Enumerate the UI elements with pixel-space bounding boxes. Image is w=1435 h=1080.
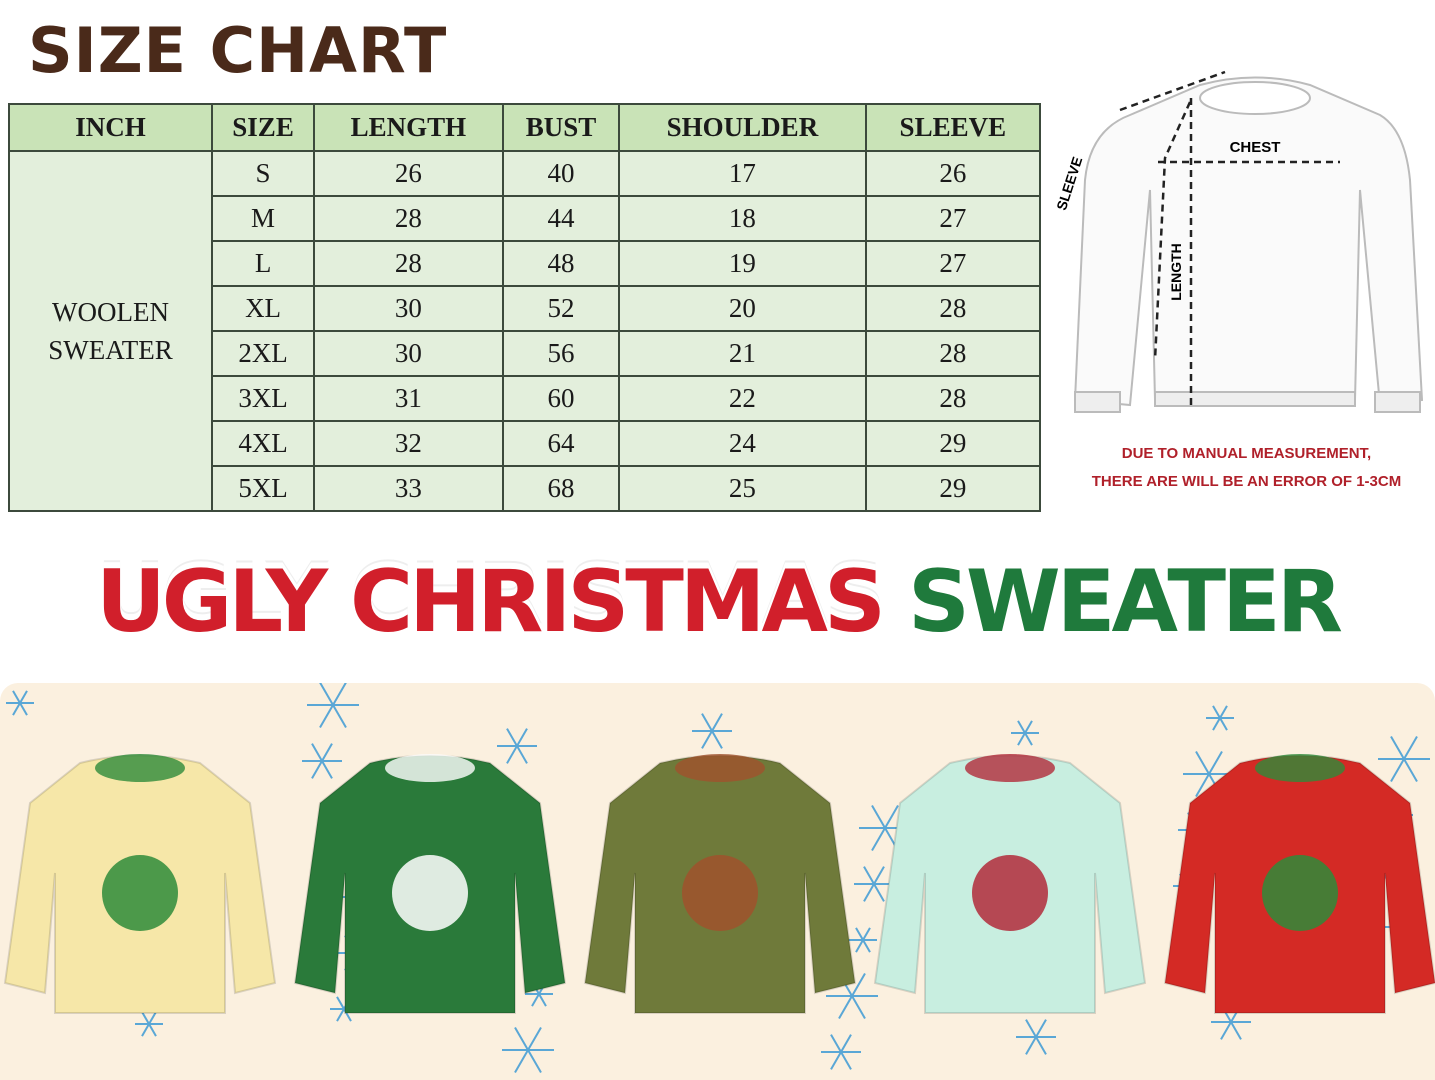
table-cell: 68 <box>501 465 621 512</box>
table-cell: 4XL <box>211 420 316 467</box>
sweater-illustration-band <box>0 683 1435 1080</box>
table-row: 3XL 31 60 22 28 <box>9 375 1042 422</box>
table-cell: 56 <box>501 330 621 377</box>
sweater-measurement-diagram: CHEST LENGTH SLEEVE <box>1053 70 1424 413</box>
sweater-illustration <box>1163 754 1435 1014</box>
table-cell: 31 <box>313 375 504 422</box>
column-header: SHOULDER <box>618 103 867 152</box>
snowflake-icon <box>302 743 342 779</box>
table-cell: XL <box>211 285 316 332</box>
sleeve-label: SLEEVE <box>1053 155 1085 212</box>
table-cell: 21 <box>618 330 867 377</box>
table-cell: 5XL <box>211 465 316 512</box>
table-row: L 28 48 19 27 <box>9 240 1042 287</box>
table-cell: 28 <box>313 195 504 242</box>
table-cell: 26 <box>313 150 504 197</box>
table-cell: 27 <box>864 195 1042 242</box>
snowflake-icon <box>307 683 359 729</box>
table-cell: 26 <box>864 150 1042 197</box>
table-cell: 17 <box>618 150 867 197</box>
sweater-illustration <box>293 754 567 1014</box>
table-cell: 33 <box>313 465 504 512</box>
table-cell: 60 <box>501 375 621 422</box>
banner-green-text: SWEATER <box>907 552 1343 652</box>
length-label: LENGTH <box>1168 243 1184 301</box>
table-cell: 30 <box>313 285 504 332</box>
sleeve-arrow <box>1153 101 1192 361</box>
size-table: INCH SIZE LENGTH BUST SHOULDER SLEEVE WOOLEN S… <box>7 103 1042 512</box>
snowflake-icon <box>854 866 894 902</box>
snowflake-icon <box>6 690 34 716</box>
banner-red-text: UGLY CHRISTMAS <box>95 552 886 652</box>
note-line-2: THERE ARE WILL BE AN ERROR OF 1-3CM <box>1091 473 1402 490</box>
table-cell: 28 <box>864 285 1042 332</box>
table-cell: 28 <box>864 330 1042 377</box>
snowflake-icon <box>1206 705 1234 731</box>
snowflake-icon <box>1016 1019 1056 1055</box>
table-row: 4XL 32 64 24 29 <box>9 420 1042 467</box>
measurement-note: DUE TO MANUAL MEASUREMENT, THERE ARE WIL… <box>1058 440 1435 496</box>
table-cell: 20 <box>618 285 867 332</box>
table-cell: 64 <box>501 420 621 467</box>
sweater-illustrations <box>3 683 1435 1074</box>
table-row: 2XL 30 56 21 28 <box>9 330 1042 377</box>
table-cell: 30 <box>313 330 504 377</box>
column-header: SLEEVE <box>864 103 1042 152</box>
product-type-label: WOOLEN <box>52 297 170 327</box>
sweater-illustration <box>873 754 1147 1014</box>
table-cell: L <box>211 240 316 287</box>
snowflake-icon <box>849 927 877 953</box>
banner-title: UGLY CHRISTMAS SWEATER <box>0 532 1435 672</box>
snowflake-icon <box>1011 720 1039 746</box>
table-cell: 44 <box>501 195 621 242</box>
snowflake-icon <box>1378 735 1430 783</box>
column-header: SIZE <box>211 103 316 152</box>
column-header: LENGTH <box>313 103 504 152</box>
table-row: XL 30 52 20 28 <box>9 285 1042 332</box>
sweater-outline-icon <box>1073 76 1424 413</box>
table-cell: 18 <box>618 195 867 242</box>
table-cell: M <box>211 195 316 242</box>
table-row: WOOLEN SWEATER S 26 40 17 26 <box>7 150 1042 512</box>
table-row: M 28 44 18 27 <box>9 195 1042 242</box>
sweater-illustration <box>583 754 857 1014</box>
table-cell: 29 <box>864 465 1042 512</box>
table-cell: 19 <box>618 240 867 287</box>
chest-label: CHEST <box>1230 139 1281 156</box>
table-cell: 40 <box>501 150 621 197</box>
table-cell: 3XL <box>211 375 316 422</box>
snowflake-icon <box>692 713 732 749</box>
table-cell: 28 <box>864 375 1042 422</box>
sleeve-arrow-top <box>1119 70 1226 112</box>
table-cell: 48 <box>501 240 621 287</box>
table-cell: S <box>211 150 316 197</box>
snowflake-icon <box>135 1011 163 1037</box>
column-header: INCH <box>7 103 214 152</box>
product-type-cell: WOOLEN SWEATER <box>7 150 214 512</box>
table-cell: 22 <box>618 375 867 422</box>
snowflake-icon <box>497 728 537 764</box>
table-cell: 24 <box>618 420 867 467</box>
table-cell: 27 <box>864 240 1042 287</box>
table-row: 5XL 33 68 25 29 <box>9 465 1042 512</box>
product-type-label: SWEATER <box>48 335 173 365</box>
snowflake-icon <box>502 1026 554 1074</box>
table-cell: 28 <box>313 240 504 287</box>
table-cell: 52 <box>501 285 621 332</box>
table-cell: 25 <box>618 465 867 512</box>
note-line-1: DUE TO MANUAL MEASUREMENT, <box>1121 445 1372 462</box>
snowflake-icon <box>821 1034 861 1070</box>
table-header-row: INCH SIZE LENGTH BUST SHOULDER SLEEVE <box>7 103 1042 152</box>
table-cell: 32 <box>313 420 504 467</box>
table-cell: 29 <box>864 420 1042 467</box>
page-title: SIZE CHART <box>28 14 448 87</box>
sweater-illustration <box>3 754 277 1014</box>
table-cell: 2XL <box>211 330 316 377</box>
column-header: BUST <box>501 103 621 152</box>
